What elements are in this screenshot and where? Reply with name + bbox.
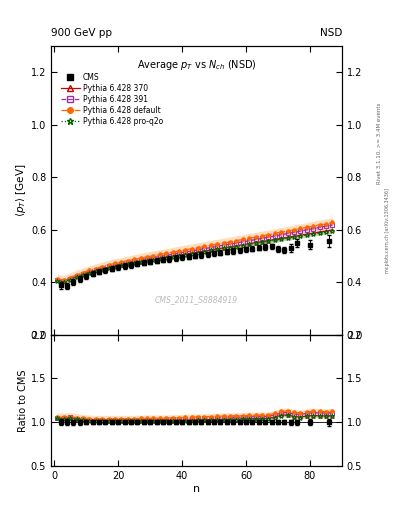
Text: Rivet 3.1.10, >= 3.4M events: Rivet 3.1.10, >= 3.4M events [377, 103, 382, 184]
Y-axis label: Ratio to CMS: Ratio to CMS [18, 369, 28, 432]
Text: CMS_2011_S8884919: CMS_2011_S8884919 [155, 295, 238, 305]
Text: NSD: NSD [320, 28, 342, 38]
Y-axis label: $\langle p_T \rangle$ [GeV]: $\langle p_T \rangle$ [GeV] [14, 164, 28, 217]
Legend: CMS, Pythia 6.428 370, Pythia 6.428 391, Pythia 6.428 default, Pythia 6.428 pro-: CMS, Pythia 6.428 370, Pythia 6.428 391,… [61, 73, 163, 125]
Text: mcplots.cern.ch [arXiv:1306.3436]: mcplots.cern.ch [arXiv:1306.3436] [385, 188, 389, 273]
Text: Average $p_T$ vs $N_{ch}$ (NSD): Average $p_T$ vs $N_{ch}$ (NSD) [136, 58, 257, 72]
Text: 900 GeV pp: 900 GeV pp [51, 28, 112, 38]
X-axis label: n: n [193, 483, 200, 494]
